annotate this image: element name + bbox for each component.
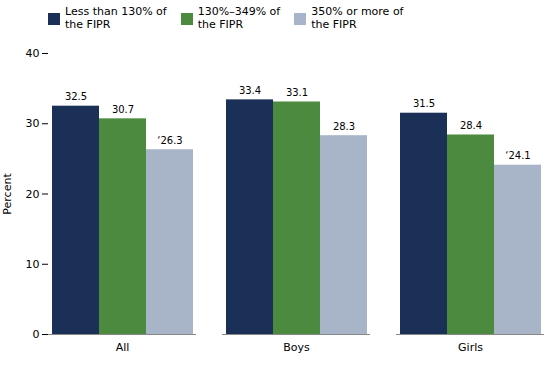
svg-text:20: 20 <box>26 188 40 201</box>
html-text:350% or more of the FIPR: 350% or more of the FIPR <box>311 5 404 31</box>
svg-text:28.3: 28.3 <box>333 121 355 132</box>
svg-text:Percent: Percent <box>1 173 14 215</box>
svg-text:30.7: 30.7 <box>112 104 134 115</box>
svg-text:10: 10 <box>26 258 40 271</box>
svg-text:32.5: 32.5 <box>65 91 87 102</box>
svg-text:30: 30 <box>26 118 40 131</box>
svg-text:28.4: 28.4 <box>460 120 482 131</box>
svg-text:33.4: 33.4 <box>239 85 261 96</box>
svg-text:‘26.3: ‘26.3 <box>157 135 182 146</box>
html-text:130%–349% of the FIPR: 130%–349% of the FIPR <box>197 5 281 31</box>
svg-text:Boys: Boys <box>283 342 310 355</box>
svg-text:31.5: 31.5 <box>413 98 435 109</box>
svg-text:40: 40 <box>26 47 40 60</box>
svg-text:All: All <box>116 342 130 355</box>
svg-text:33.1: 33.1 <box>286 87 308 98</box>
svg-text:Girls: Girls <box>458 342 483 355</box>
html-text:Less than 130% of the FIPR: Less than 130% of the FIPR <box>65 5 167 31</box>
svg-text:0: 0 <box>33 328 40 341</box>
svg-text:‘24.1: ‘24.1 <box>505 150 530 161</box>
